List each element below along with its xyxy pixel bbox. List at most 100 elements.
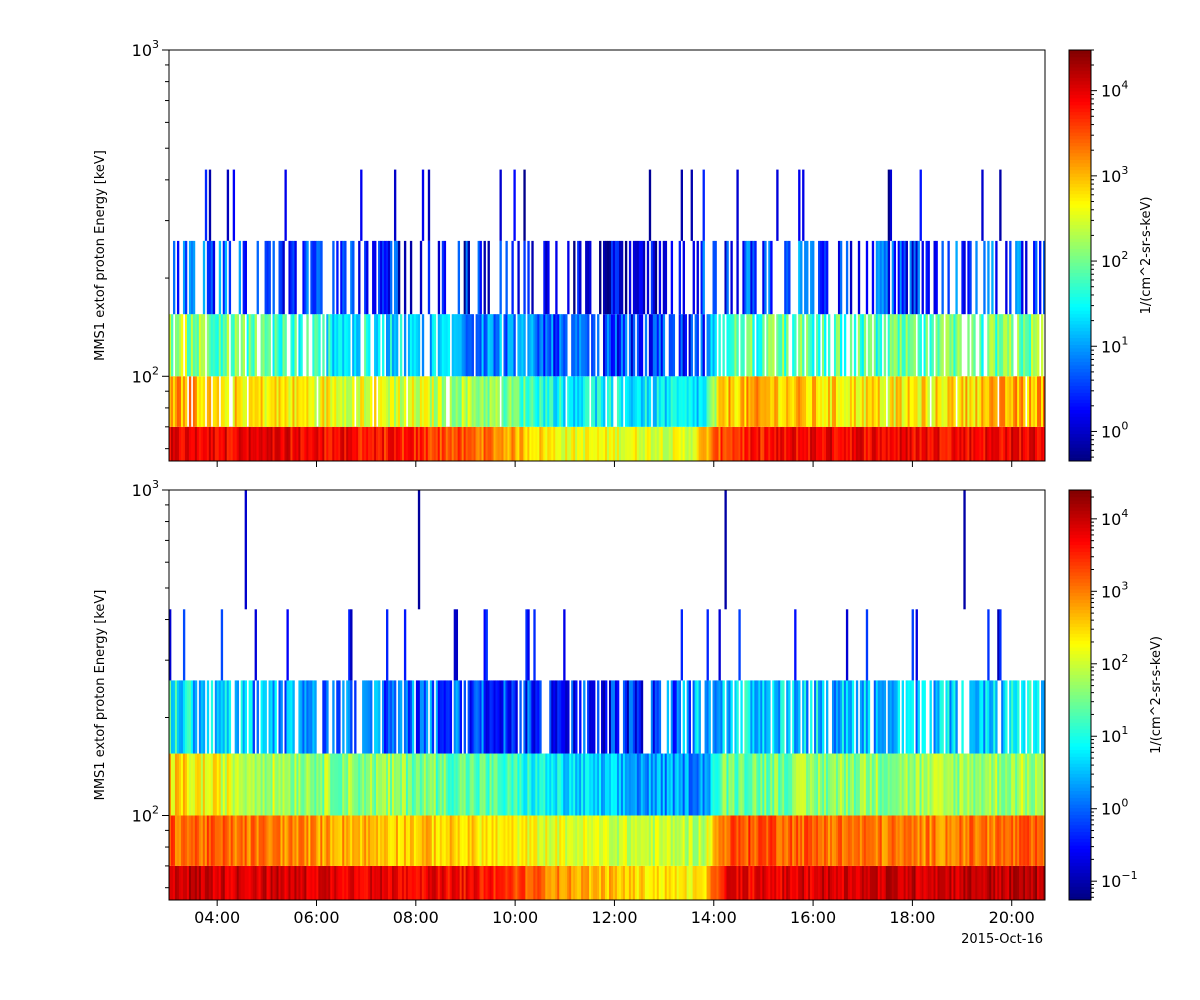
heatmap-cell [405, 426, 409, 461]
heatmap-cell [981, 865, 984, 900]
heatmap-cell [549, 314, 552, 377]
heatmap-cell [1017, 815, 1020, 866]
heatmap-cell [172, 426, 176, 461]
heatmap-cell [887, 753, 891, 816]
heatmap-cell [796, 815, 799, 866]
heatmap-cell [240, 680, 244, 754]
heatmap-cell [471, 680, 474, 754]
heatmap-cell [405, 680, 409, 754]
heatmap-cell [342, 680, 345, 754]
heatmap-cell [479, 680, 482, 754]
heatmap-cell [479, 815, 482, 866]
heatmap-cell [511, 240, 514, 315]
heatmap-cell [959, 376, 962, 427]
heatmap-cell [206, 314, 210, 377]
heatmap-cell [507, 680, 510, 754]
heatmap-cell [483, 815, 486, 866]
heatmap-cell [728, 426, 731, 461]
heatmap-cell [366, 426, 369, 461]
heatmap-cell [441, 376, 445, 427]
heatmap-cell [455, 609, 459, 681]
heatmap-cell [206, 426, 210, 461]
heatmap-cell [483, 376, 486, 427]
heatmap-cell [513, 680, 516, 754]
heatmap-cell [254, 376, 257, 427]
heatmap-cell [374, 376, 377, 427]
heatmap-cell [272, 680, 275, 754]
heatmap-cell [700, 426, 703, 461]
heatmap-cell [176, 680, 180, 754]
heatmap-cell [810, 753, 813, 816]
heatmap-cell [943, 426, 946, 461]
heatmap-cell [875, 865, 879, 900]
heatmap-cell [252, 753, 255, 816]
heatmap-cell [555, 314, 558, 377]
heatmap-cell [467, 314, 470, 377]
heatmap-cell [947, 865, 950, 900]
heatmap-cell [427, 753, 431, 816]
heatmap-cell [248, 376, 251, 427]
heatmap-cell [403, 376, 407, 427]
heatmap-cell [987, 426, 990, 461]
colorbar-step [1069, 115, 1091, 119]
x-tick-label: 12:00 [591, 908, 637, 927]
colorbar-step [1069, 493, 1091, 498]
heatmap-cell [963, 753, 966, 816]
heatmap-cell [712, 753, 715, 816]
heatmap-cell [636, 815, 640, 866]
heatmap-cell [497, 815, 500, 866]
heatmap-cell [427, 815, 431, 866]
heatmap-cell [555, 753, 558, 816]
heatmap-cell [893, 314, 897, 377]
heatmap-cell [612, 680, 616, 754]
heatmap-cell [298, 314, 301, 377]
heatmap-cell [1033, 865, 1036, 900]
heatmap-cell [666, 753, 670, 816]
heatmap-cell [1041, 376, 1044, 427]
heatmap-cell [820, 865, 823, 900]
heatmap-cell [511, 815, 514, 866]
heatmap-cell [595, 753, 598, 816]
heatmap-cell [672, 815, 676, 866]
heatmap-cell [473, 376, 476, 427]
heatmap-cell [284, 753, 287, 816]
heatmap-cell [399, 865, 403, 900]
heatmap-cell [991, 815, 994, 866]
heatmap-cell [993, 815, 996, 866]
heatmap-cell [1039, 426, 1042, 461]
heatmap-cell [851, 865, 855, 900]
heatmap-cell [975, 865, 978, 900]
heatmap-cell [208, 753, 212, 816]
heatmap-cell [776, 753, 779, 816]
heatmap-cell [895, 753, 899, 816]
heatmap-cell [1009, 314, 1012, 377]
heatmap-cell [656, 753, 660, 816]
heatmap-cell [1025, 314, 1028, 377]
heatmap-cell [517, 815, 520, 866]
heatmap-cell [380, 426, 383, 461]
heatmap-cell [473, 865, 476, 900]
heatmap-cell [881, 426, 885, 461]
heatmap-cell [658, 426, 662, 461]
heatmap-cell [388, 753, 391, 816]
heatmap-cell [925, 815, 928, 866]
colorbar-step [1069, 759, 1091, 764]
heatmap-cell [294, 240, 297, 315]
heatmap-cell [354, 426, 357, 461]
heatmap-cell [899, 815, 902, 866]
heatmap-cell [845, 426, 849, 461]
heatmap-cell [977, 376, 980, 427]
heatmap-cell [919, 753, 922, 816]
heatmap-cell [459, 865, 463, 900]
heatmap-cell [690, 865, 693, 900]
heatmap-cell [794, 680, 797, 754]
heatmap-cell [573, 865, 576, 900]
heatmap-cell [660, 753, 664, 816]
heatmap-cell [527, 753, 530, 816]
colorbar-step [1069, 766, 1091, 771]
heatmap-cell [971, 376, 974, 427]
heatmap-cell [820, 753, 823, 816]
heatmap-cell [216, 376, 220, 427]
heatmap-cell [378, 815, 381, 866]
colorbar-step [1069, 705, 1091, 710]
